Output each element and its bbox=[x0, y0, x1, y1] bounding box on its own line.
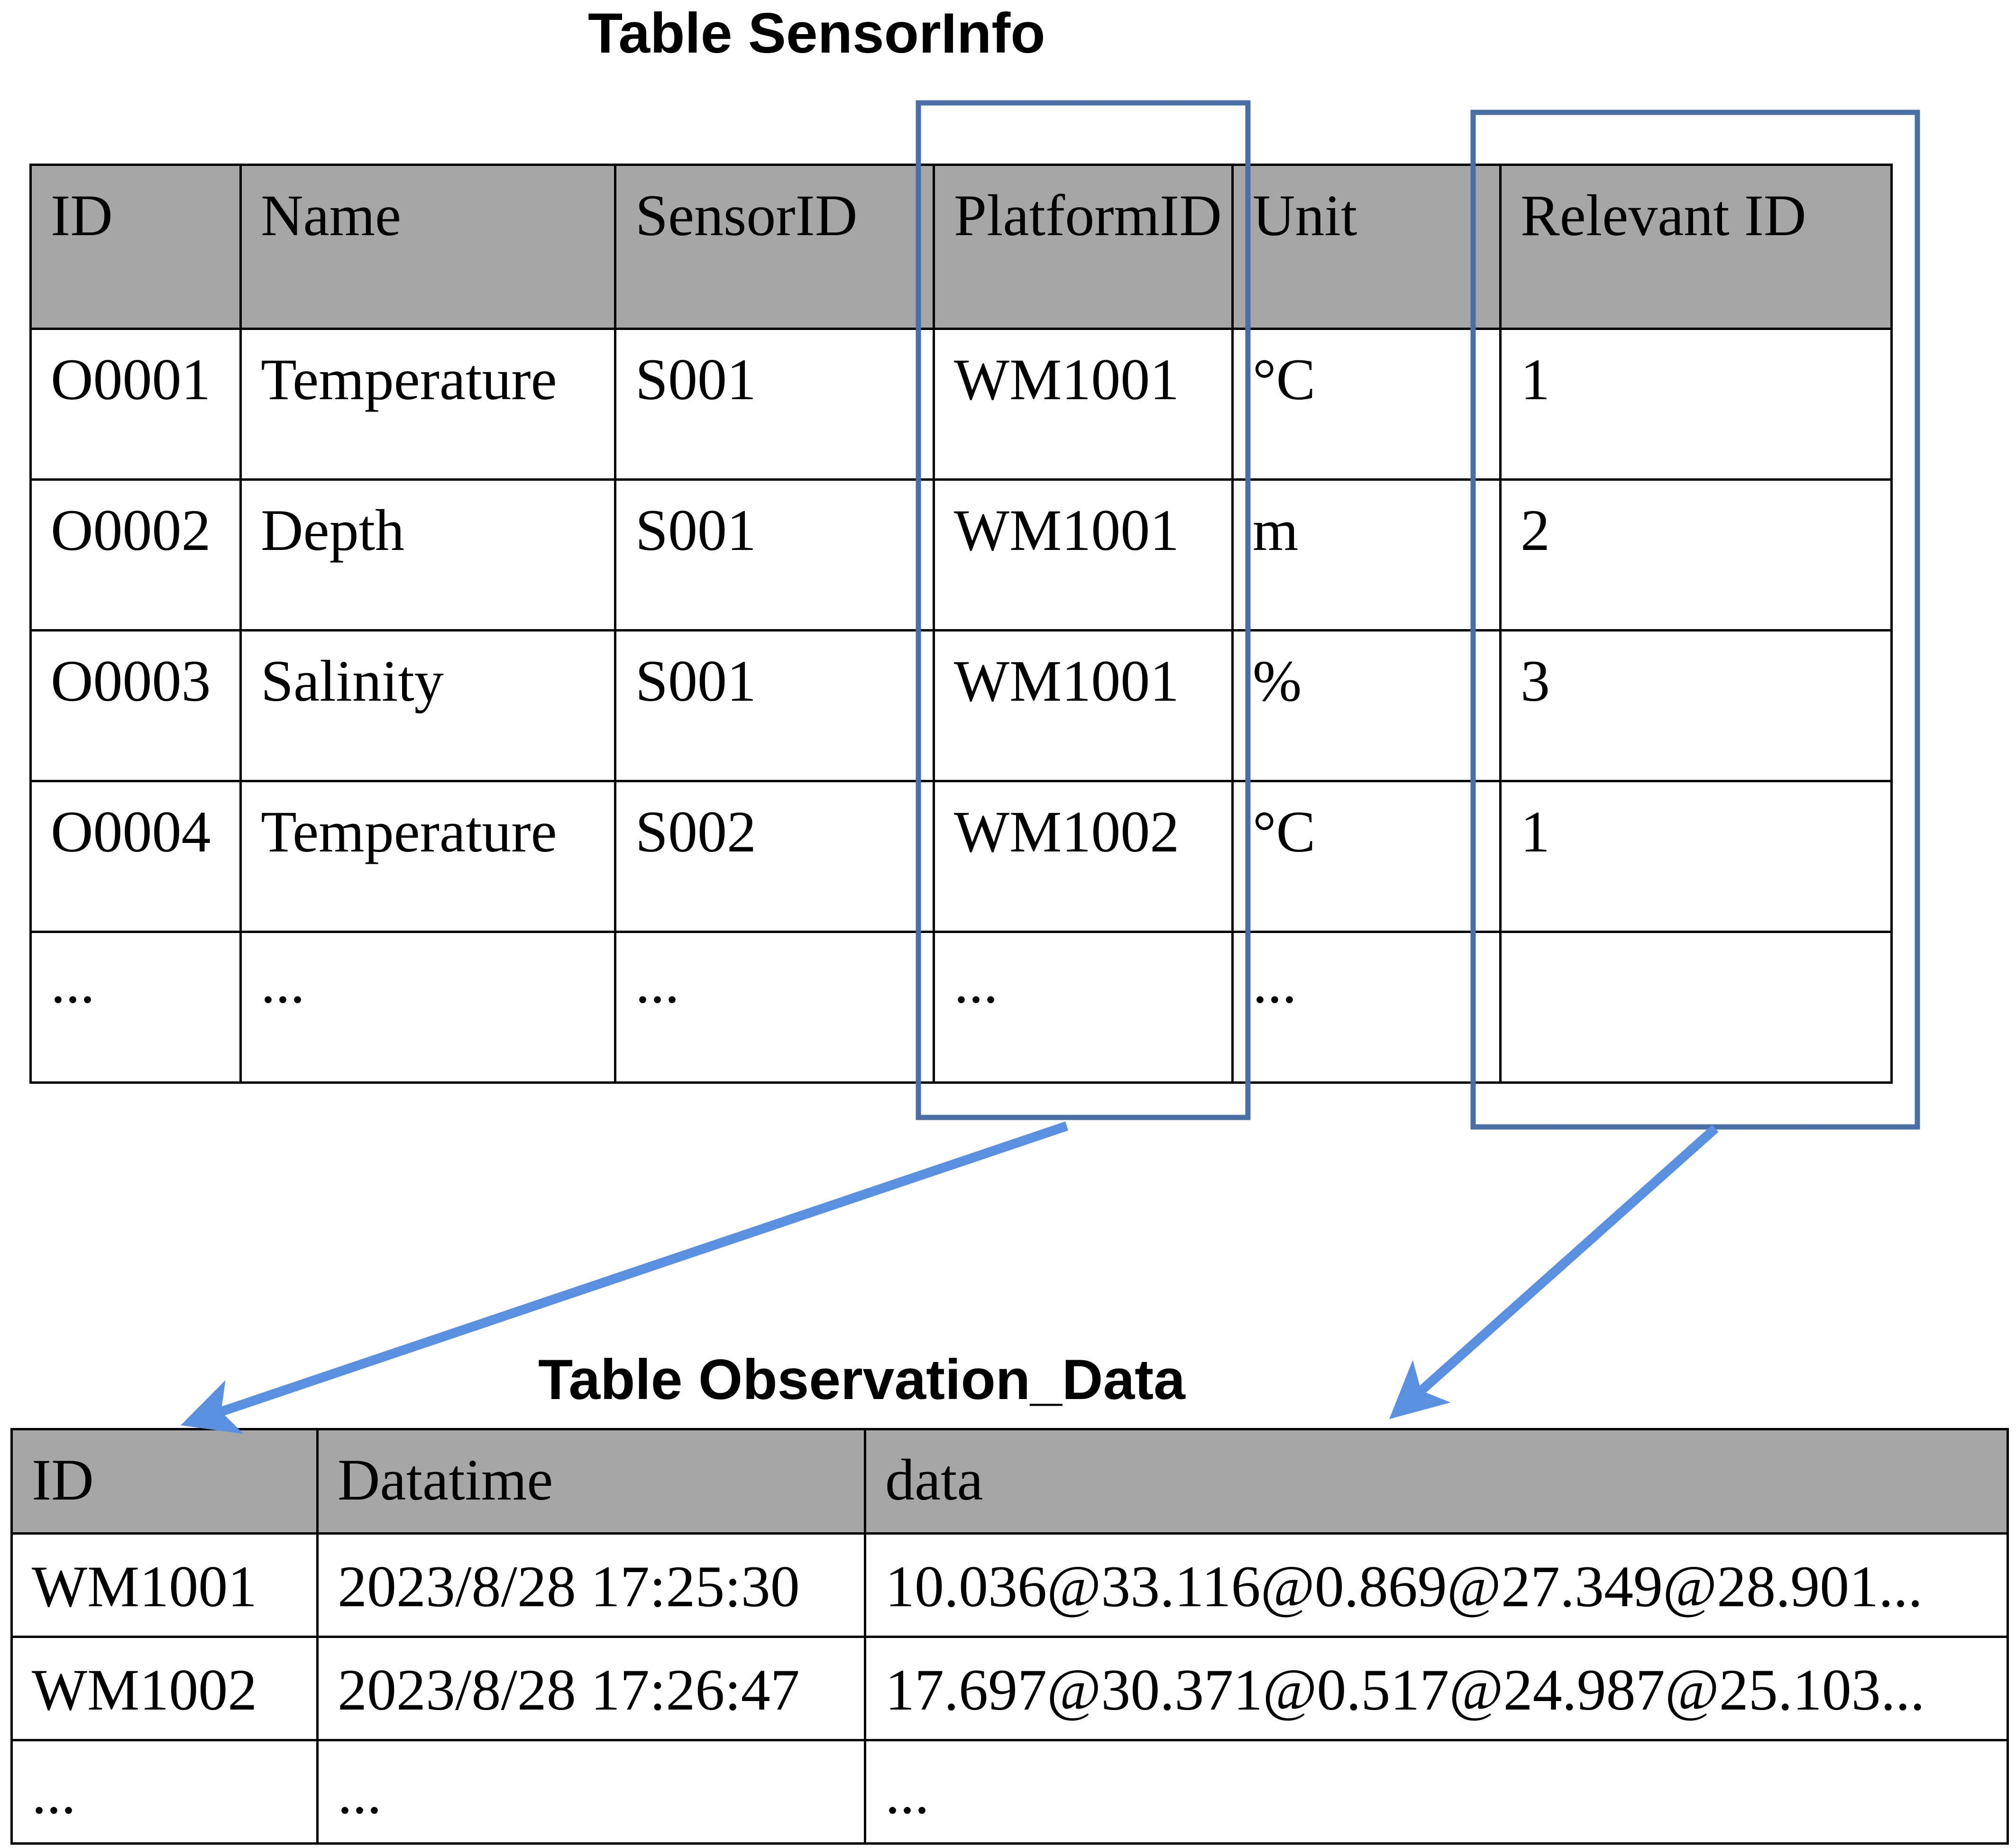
table-cell: °C bbox=[1231, 328, 1502, 481]
table-cell: O0001 bbox=[29, 328, 242, 481]
table-cell: 3 bbox=[1499, 629, 1893, 782]
table-cell: WM1002 bbox=[933, 780, 1234, 933]
observation-data-title: Table Observation_Data bbox=[538, 1348, 1185, 1411]
header-cell: Relevant ID bbox=[1499, 164, 1893, 330]
observation-header-row: ID Datatime data bbox=[10, 1428, 2009, 1535]
table-cell: 2023/8/28 17:25:30 bbox=[316, 1532, 866, 1638]
table-cell: Temperature bbox=[239, 780, 616, 933]
header-cell: SensorID bbox=[614, 164, 935, 330]
table-cell: O0004 bbox=[29, 780, 242, 933]
table-cell: WM1001 bbox=[10, 1532, 319, 1638]
header-cell: Name bbox=[239, 164, 616, 330]
observation-data-table: ID Datatime data WM1001 2023/8/28 17:25:… bbox=[10, 1428, 2009, 1845]
table-cell: 17.697@30.371@0.517@24.987@25.103... bbox=[864, 1636, 2009, 1741]
table-cell: WM1001 bbox=[933, 328, 1234, 481]
table-cell: WM1001 bbox=[933, 629, 1234, 782]
table-cell: 2023/8/28 17:26:47 bbox=[316, 1636, 866, 1741]
table-cell: S001 bbox=[614, 629, 935, 782]
sensorinfo-table: ID Name SensorID PlatformID Unit Relevan… bbox=[29, 164, 1893, 1084]
sensorinfo-header-row: ID Name SensorID PlatformID Unit Relevan… bbox=[29, 164, 1893, 330]
table-row: ... ... ... ... ... bbox=[29, 931, 1893, 1084]
table-row: ... ... ... bbox=[10, 1739, 2009, 1845]
table-cell: Temperature bbox=[239, 328, 616, 481]
table-cell: O0003 bbox=[29, 629, 242, 782]
table-cell: ... bbox=[1231, 931, 1502, 1084]
table-cell: m bbox=[1231, 478, 1502, 631]
table-cell: ... bbox=[933, 931, 1234, 1084]
table-cell: ... bbox=[29, 931, 242, 1084]
table-cell: 2 bbox=[1499, 478, 1893, 631]
table-cell: ... bbox=[10, 1739, 319, 1845]
table-row: WM1001 2023/8/28 17:25:30 10.036@33.116@… bbox=[10, 1532, 2009, 1638]
relevant-id-to-data-arrow bbox=[1389, 1125, 1719, 1419]
table-cell: ... bbox=[239, 931, 616, 1084]
table-cell: 10.036@33.116@0.869@27.349@28.901... bbox=[864, 1532, 2009, 1638]
table-cell: Salinity bbox=[239, 629, 616, 782]
table-cell: WM1001 bbox=[933, 478, 1234, 631]
table-row: WM1002 2023/8/28 17:26:47 17.697@30.371@… bbox=[10, 1636, 2009, 1741]
header-cell: ID bbox=[10, 1428, 319, 1535]
table-cell: ... bbox=[316, 1739, 866, 1845]
table-row: O0001 Temperature S001 WM1001 °C 1 bbox=[29, 328, 1893, 481]
table-cell: 1 bbox=[1499, 328, 1893, 481]
table-row: O0004 Temperature S002 WM1002 °C 1 bbox=[29, 780, 1893, 933]
table-cell: % bbox=[1231, 629, 1502, 782]
table-cell: ... bbox=[614, 931, 935, 1084]
header-cell: Unit bbox=[1231, 164, 1502, 330]
header-cell: data bbox=[864, 1428, 2009, 1535]
header-cell: PlatformID bbox=[933, 164, 1234, 330]
header-cell: ID bbox=[29, 164, 242, 330]
sensorinfo-title: Table SensorInfo bbox=[588, 1, 1045, 65]
table-cell: Depth bbox=[239, 478, 616, 631]
table-cell: ... bbox=[864, 1739, 2009, 1845]
table-row: O0002 Depth S001 WM1001 m 2 bbox=[29, 478, 1893, 631]
table-cell: O0002 bbox=[29, 478, 242, 631]
table-cell: S002 bbox=[614, 780, 935, 933]
header-cell: Datatime bbox=[316, 1428, 866, 1535]
table-cell: °C bbox=[1231, 780, 1502, 933]
table-cell: 1 bbox=[1499, 780, 1893, 933]
table-cell: WM1002 bbox=[10, 1636, 319, 1741]
table-row: O0003 Salinity S001 WM1001 % 3 bbox=[29, 629, 1893, 782]
table-cell: S001 bbox=[614, 328, 935, 481]
table-cell: S001 bbox=[614, 478, 935, 631]
table-cell bbox=[1499, 931, 1893, 1084]
